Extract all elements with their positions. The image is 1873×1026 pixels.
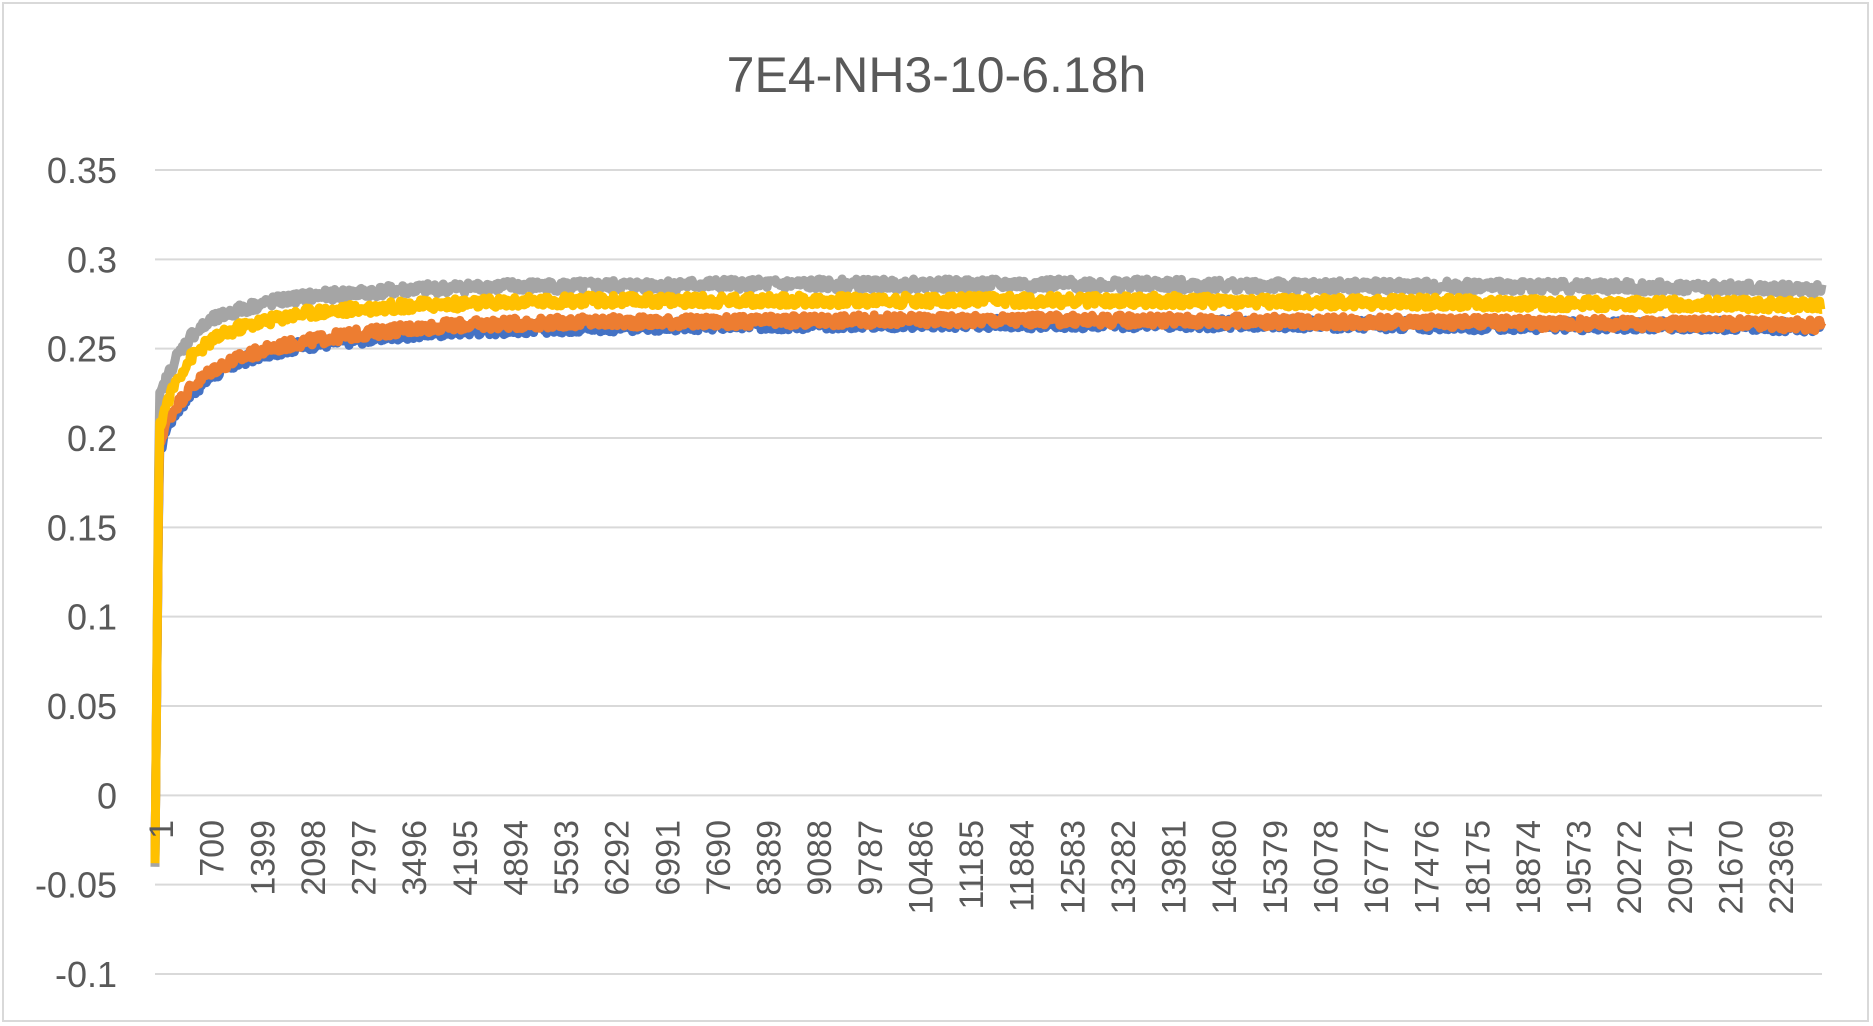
series-lines <box>150 274 1827 867</box>
y-tick-label: 0.2 <box>67 418 117 459</box>
y-axis-ticks: 0.35 0.3 0.25 0.2 0.15 0.1 0.05 0 -0.05 -0.1 <box>35 150 117 995</box>
x-tick-label: 3496 <box>396 820 434 896</box>
x-tick-label: 12583 <box>1054 820 1092 915</box>
series-line <box>150 313 1826 858</box>
x-tick-label: 2797 <box>346 820 384 896</box>
x-tick-label: 4894 <box>497 820 535 896</box>
y-tick-label: 0.15 <box>47 507 117 548</box>
x-tick-label: 13981 <box>1156 820 1194 915</box>
x-tick-label: 8389 <box>751 820 789 896</box>
x-tick-label: 9088 <box>801 820 839 896</box>
x-tick-label: 11884 <box>1004 820 1042 912</box>
x-tick-label: 14680 <box>1206 820 1244 915</box>
y-tick-label: 0.25 <box>47 329 117 370</box>
y-tick-label: 0.3 <box>67 239 117 280</box>
x-axis-ticks: 1 700 1399 2098 2797 3496 4195 4894 5593 6292 6991… <box>143 820 1801 915</box>
y-tick-label: 0 <box>97 775 117 816</box>
x-tick-label: 6292 <box>599 820 637 896</box>
series-line <box>150 290 1826 864</box>
x-tick-label: 16777 <box>1358 820 1396 915</box>
x-tick-label: 22369 <box>1763 820 1801 915</box>
x-tick-label: 10486 <box>902 820 940 915</box>
series-line <box>150 310 1827 858</box>
x-tick-label: 18874 <box>1510 820 1548 915</box>
x-tick-label: 16078 <box>1307 820 1345 915</box>
y-tick-label: -0.1 <box>55 954 117 995</box>
x-tick-label: 9787 <box>852 820 890 896</box>
x-tick-label: 21670 <box>1712 820 1750 915</box>
x-tick-label: 13282 <box>1105 820 1143 915</box>
x-tick-label: 700 <box>194 820 232 877</box>
x-tick-label: 18175 <box>1459 820 1497 915</box>
chart-title: 7E4-NH3-10-6.18h <box>726 47 1147 103</box>
x-tick-label: 20272 <box>1611 820 1649 915</box>
x-tick-label: 5593 <box>548 820 586 896</box>
x-tick-label: 17476 <box>1409 820 1447 915</box>
series-line <box>150 274 1827 867</box>
y-tick-label: 0.1 <box>67 597 117 638</box>
x-tick-label: 4195 <box>447 820 485 896</box>
x-tick-label: 19573 <box>1561 820 1599 915</box>
x-tick-label: 20971 <box>1662 820 1700 915</box>
y-tick-label: 0.35 <box>47 150 117 191</box>
x-tick-label: 1399 <box>244 820 282 896</box>
x-tick-label: 6991 <box>649 820 687 896</box>
x-tick-label: 15379 <box>1257 820 1295 915</box>
gridlines <box>155 169 1822 975</box>
y-tick-label: 0.05 <box>47 686 117 727</box>
x-tick-label: 11185 <box>953 820 991 910</box>
x-tick-label: 2098 <box>295 820 333 896</box>
y-tick-label: -0.05 <box>35 865 117 906</box>
x-tick-label: 1 <box>143 820 181 839</box>
x-tick-label: 7690 <box>700 820 738 896</box>
